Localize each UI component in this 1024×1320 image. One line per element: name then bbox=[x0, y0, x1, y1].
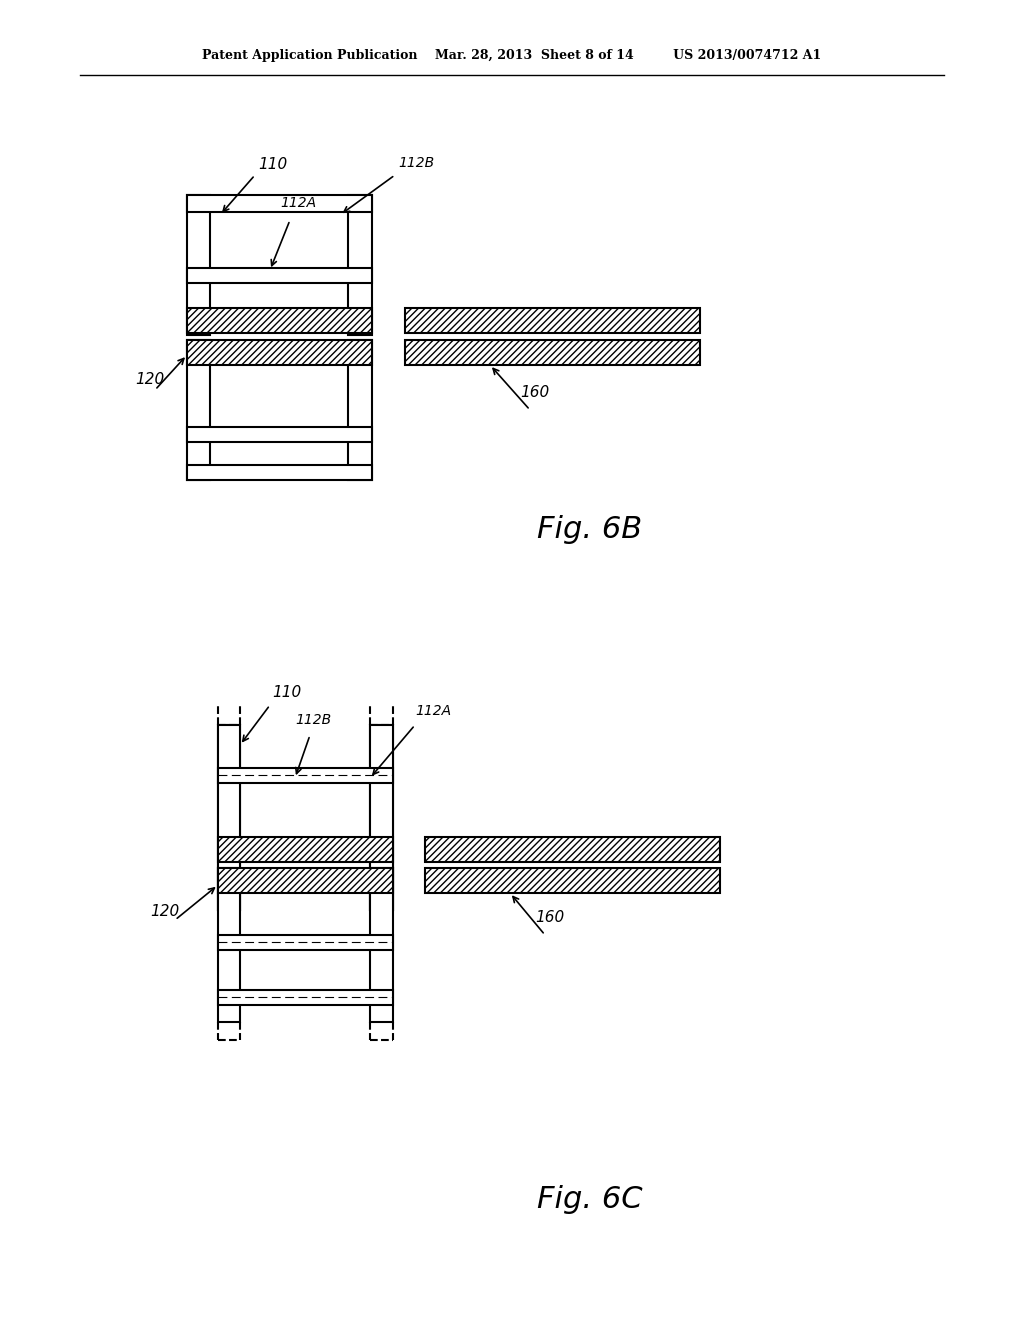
Text: Patent Application Publication    Mar. 28, 2013  Sheet 8 of 14         US 2013/0: Patent Application Publication Mar. 28, … bbox=[203, 49, 821, 62]
Text: 110: 110 bbox=[258, 157, 288, 172]
Text: 160: 160 bbox=[535, 909, 564, 925]
Bar bbox=[406, 308, 700, 333]
Bar bbox=[218, 725, 240, 909]
Text: 120: 120 bbox=[150, 904, 179, 920]
Bar bbox=[370, 725, 393, 909]
Bar bbox=[425, 869, 720, 894]
Bar bbox=[425, 837, 720, 862]
Text: 112A: 112A bbox=[415, 704, 452, 718]
Bar bbox=[218, 768, 393, 783]
Text: 160: 160 bbox=[520, 385, 549, 400]
Bar bbox=[218, 990, 393, 1005]
Bar bbox=[187, 341, 372, 366]
Bar bbox=[218, 935, 393, 950]
Bar bbox=[187, 195, 210, 335]
Text: 112B: 112B bbox=[398, 156, 434, 170]
Text: 110: 110 bbox=[272, 685, 301, 700]
Text: 120: 120 bbox=[135, 372, 164, 388]
Bar bbox=[218, 869, 393, 894]
Text: Fig. 6B: Fig. 6B bbox=[538, 516, 643, 544]
Bar bbox=[348, 195, 372, 335]
Bar bbox=[370, 725, 393, 909]
Bar bbox=[187, 308, 372, 333]
Bar bbox=[187, 341, 210, 480]
Bar bbox=[218, 837, 393, 862]
Bar bbox=[187, 426, 372, 442]
Bar bbox=[218, 869, 240, 1022]
Bar bbox=[187, 465, 372, 480]
Bar bbox=[370, 869, 393, 1022]
Text: Fig. 6C: Fig. 6C bbox=[538, 1185, 643, 1214]
Text: 112B: 112B bbox=[295, 713, 331, 727]
Bar bbox=[218, 725, 240, 909]
Bar bbox=[187, 195, 372, 213]
Bar bbox=[187, 268, 372, 282]
Bar bbox=[406, 341, 700, 366]
Text: 112A: 112A bbox=[280, 195, 316, 210]
Bar bbox=[348, 341, 372, 480]
